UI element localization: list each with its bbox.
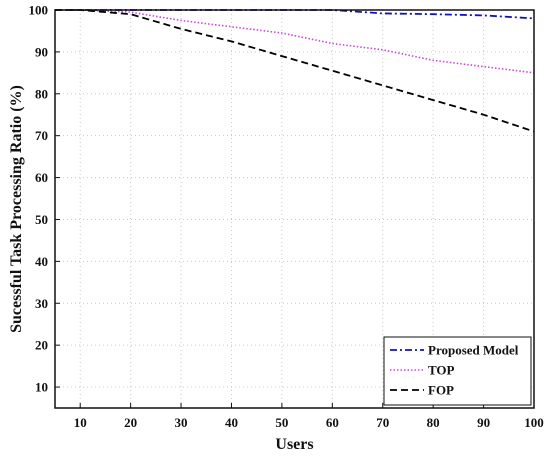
y-tick-label: 40 <box>35 254 48 269</box>
x-tick-label: 80 <box>427 415 440 430</box>
y-axis-title: Sucessful Task Processing Ratio (%) <box>8 85 25 333</box>
y-tick-label: 50 <box>35 212 48 227</box>
legend-label: FOP <box>428 383 454 398</box>
x-tick-label: 60 <box>326 415 339 430</box>
legend-label: TOP <box>428 363 455 378</box>
x-tick-label: 90 <box>477 415 490 430</box>
y-tick-label: 10 <box>35 380 48 395</box>
y-axis-ticks: 10 20 30 40 50 60 70 80 90 100 <box>29 3 60 395</box>
series-line-1 <box>55 9 535 74</box>
x-tick-label: 50 <box>275 415 288 430</box>
plot-frame <box>54 9 535 409</box>
series-line-2 <box>55 9 535 133</box>
legend-box <box>383 336 532 406</box>
x-tick-label: 100 <box>524 415 544 430</box>
x-tick-label: 70 <box>376 415 389 430</box>
y-tick-label: 60 <box>35 170 48 185</box>
y-tick-label: 70 <box>35 128 48 143</box>
y-tick-label: 20 <box>35 338 48 353</box>
y-tick-label: 100 <box>29 3 49 18</box>
legend-label: Proposed Model <box>428 343 519 358</box>
x-axis-ticks: 10 20 30 40 50 60 70 80 90 100 <box>74 403 544 430</box>
y-tick-label: 30 <box>35 296 48 311</box>
legend: Proposed Model TOP FOP <box>383 336 532 406</box>
x-tick-label: 40 <box>225 415 238 430</box>
x-tick-label: 20 <box>124 415 137 430</box>
x-axis-title: Users <box>275 436 313 453</box>
y-tick-label: 80 <box>35 86 48 101</box>
x-tick-label: 10 <box>74 415 87 430</box>
x-tick-label: 30 <box>175 415 188 430</box>
y-tick-label: 90 <box>35 44 48 59</box>
